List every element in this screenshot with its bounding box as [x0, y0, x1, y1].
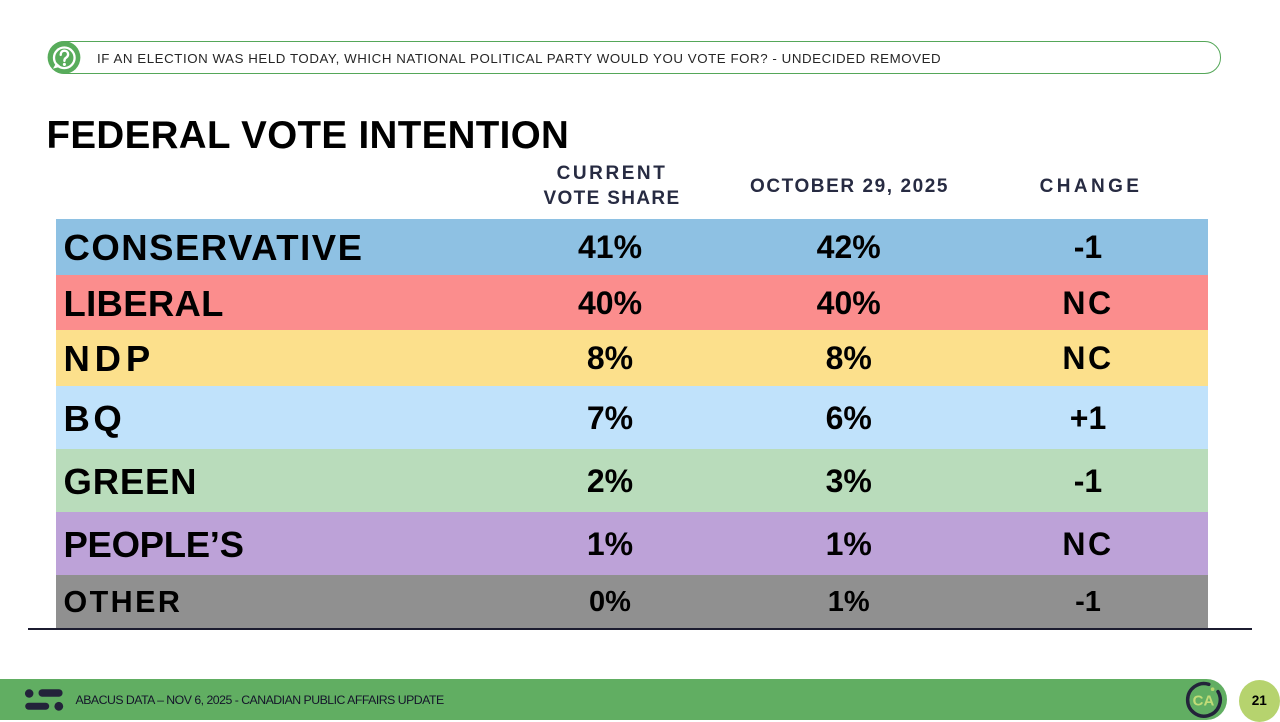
svg-text:CA: CA: [1193, 693, 1215, 710]
